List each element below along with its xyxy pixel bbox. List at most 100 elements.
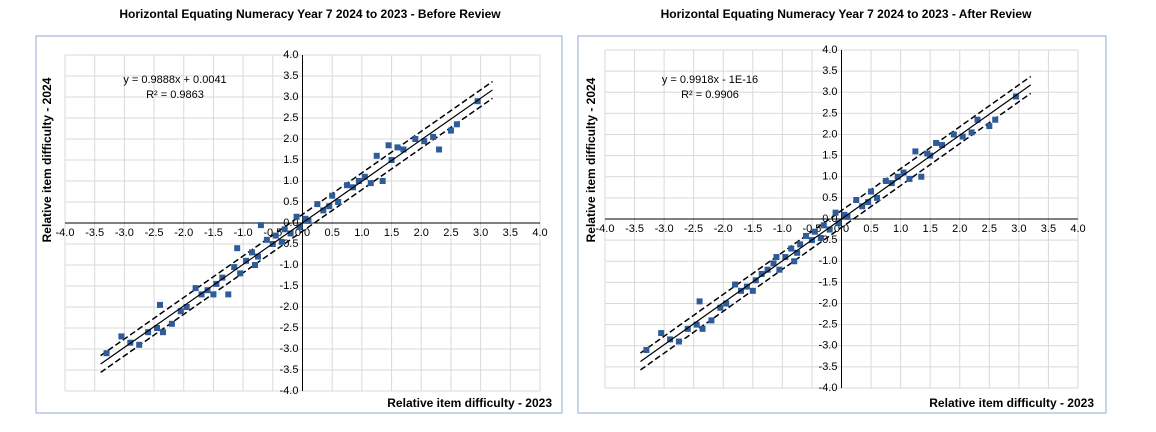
point <box>159 329 166 336</box>
y-tick-label: -1.0 <box>819 255 838 267</box>
point <box>329 192 336 199</box>
point <box>257 222 264 229</box>
point <box>826 226 833 233</box>
point <box>213 280 220 287</box>
y-tick-label: 1.0 <box>283 175 298 187</box>
point <box>835 220 842 227</box>
x-tick-label: -4.0 <box>596 223 615 235</box>
point <box>820 222 827 229</box>
y-tick-label: -3.5 <box>819 361 838 373</box>
point <box>882 177 889 184</box>
y-tick-label: 1.0 <box>822 171 837 183</box>
point <box>204 287 211 294</box>
y-tick-label: 3.5 <box>283 70 298 82</box>
point <box>723 300 730 307</box>
point <box>770 260 777 267</box>
point <box>658 330 665 337</box>
point <box>643 346 650 353</box>
point <box>281 226 288 233</box>
point <box>853 196 860 203</box>
point <box>844 213 851 220</box>
point <box>412 136 419 142</box>
point <box>168 320 175 327</box>
point <box>959 133 966 140</box>
point <box>198 291 205 298</box>
y-tick-label: 3.0 <box>822 86 837 98</box>
x-tick-label: 1.5 <box>384 227 399 239</box>
y-tick-label: -2.5 <box>819 319 838 331</box>
point <box>192 285 199 292</box>
point <box>873 194 880 201</box>
point <box>699 325 706 332</box>
point <box>900 169 907 176</box>
x-tick-label: -3.0 <box>115 227 134 239</box>
y-tick-label: 3.0 <box>283 91 298 103</box>
point <box>305 217 312 224</box>
x-tick-label: 3.0 <box>1011 223 1026 235</box>
point <box>373 152 380 159</box>
point <box>894 173 901 180</box>
point <box>859 203 866 210</box>
point <box>436 146 443 153</box>
trendline <box>100 89 493 365</box>
x-tick-label: 1.5 <box>923 223 938 235</box>
y-tick-label: -1.5 <box>280 280 299 292</box>
x-tick-label: 1.0 <box>354 227 369 239</box>
point <box>797 241 804 248</box>
point <box>219 274 226 281</box>
y-tick-label: 0.5 <box>822 192 837 204</box>
point <box>293 213 300 220</box>
point <box>708 317 715 324</box>
point <box>278 238 285 245</box>
point <box>385 142 392 149</box>
x-axis-label: Relative item difficulty - 2023 <box>387 396 552 410</box>
point <box>430 133 437 140</box>
trendline <box>640 84 1032 362</box>
point <box>177 308 184 315</box>
y-tick-label: 3.5 <box>822 65 837 77</box>
x-tick-label: -1.5 <box>204 227 223 239</box>
x-tick-label: 2.5 <box>982 223 997 235</box>
trend-r2: R² = 0.9906 <box>681 89 739 101</box>
x-tick-label: -4.0 <box>56 227 75 239</box>
x-tick-label: -1.5 <box>743 223 762 235</box>
x-tick-label: 0.5 <box>325 227 340 239</box>
x-tick-label: -3.5 <box>625 223 644 235</box>
point <box>234 245 241 252</box>
point <box>939 142 946 149</box>
point <box>811 228 818 235</box>
point <box>758 270 765 277</box>
point <box>803 232 810 239</box>
point <box>287 230 294 237</box>
point <box>361 173 368 180</box>
x-tick-label: -1.0 <box>773 223 792 235</box>
trend-r2: R² = 0.9863 <box>146 89 204 101</box>
point <box>693 321 700 328</box>
y-tick-label: -2.5 <box>280 322 299 334</box>
x-tick-label: -2.0 <box>174 227 193 239</box>
point <box>320 207 327 214</box>
x-tick-label: 4.0 <box>532 227 547 239</box>
y-tick-label: 2.0 <box>822 128 837 140</box>
x-tick-label: -1.0 <box>234 227 253 239</box>
point <box>154 325 161 331</box>
y-tick-label: -3.5 <box>280 364 299 376</box>
y-tick-label: -3.0 <box>280 343 299 355</box>
x-tick-label: 4.0 <box>1070 223 1085 235</box>
point <box>252 262 258 268</box>
point <box>400 146 407 153</box>
x-tick-label: 2.0 <box>952 223 967 235</box>
point <box>696 298 703 305</box>
x-tick-label: -2.5 <box>684 223 703 235</box>
y-tick-label: 1.5 <box>822 150 837 162</box>
y-tick-label: 1.5 <box>283 154 298 166</box>
point <box>355 178 362 184</box>
y-tick-label: -1.0 <box>280 259 299 271</box>
y-tick-label: -3.0 <box>819 340 838 352</box>
point <box>794 249 801 256</box>
point <box>183 304 190 310</box>
point <box>118 333 125 340</box>
trend-equation: y = 0.9888x + 0.0041 <box>123 74 226 86</box>
x-tick-label: -2.5 <box>145 227 164 239</box>
